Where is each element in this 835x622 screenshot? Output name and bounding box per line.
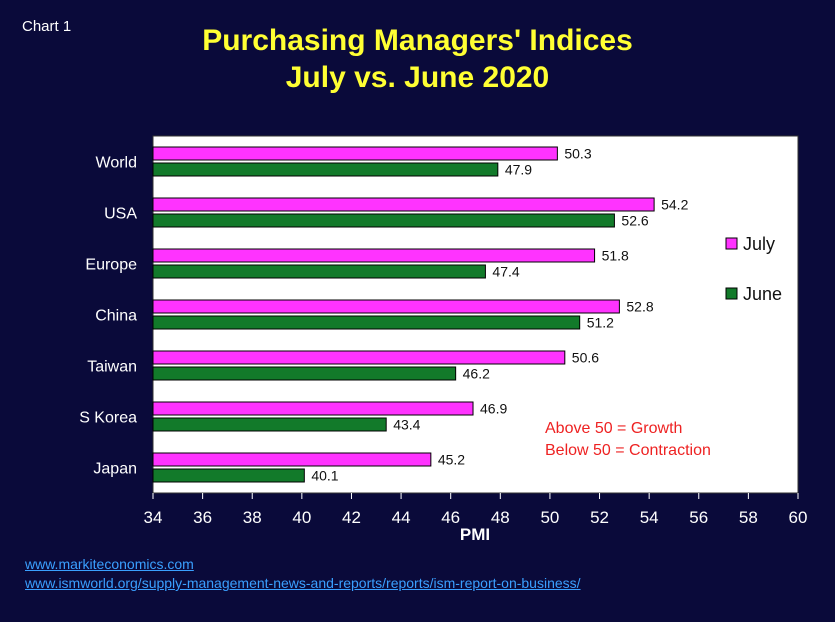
- bar-s-korea-june: [152, 417, 387, 432]
- category-label-japan: Japan: [93, 461, 137, 478]
- value-label-china-july: 52.8: [626, 299, 653, 315]
- x-tick-label-48: 48: [491, 508, 510, 527]
- annotation-growth: Above 50 = Growth: [545, 420, 682, 437]
- category-labels-layer: World USA Europe China Taiwan S Korea Japan: [79, 155, 137, 478]
- bar-china-june: [152, 315, 581, 330]
- legend-swatch-june: [725, 287, 738, 300]
- x-axis: 34 36 38 40 42 44 46 48 50 52 54 56 58 60: [144, 493, 808, 527]
- bar-japan-june: [152, 468, 305, 483]
- bar-europe-june: [152, 264, 486, 279]
- bar-s-korea-july: [152, 401, 474, 416]
- source-link-markit[interactable]: www.markiteconomics.com: [25, 556, 194, 572]
- x-tick-label-34: 34: [144, 508, 163, 527]
- category-label-usa: USA: [104, 206, 137, 223]
- value-label-usa-july: 54.2: [661, 197, 688, 213]
- category-label-taiwan: Taiwan: [87, 359, 137, 376]
- value-label-usa-june: 52.6: [621, 213, 648, 229]
- x-tick-label-42: 42: [342, 508, 361, 527]
- bar-china-july: [152, 299, 620, 314]
- x-tick-label-54: 54: [640, 508, 659, 527]
- value-label-taiwan-june: 46.2: [463, 366, 490, 382]
- x-axis-title: PMI: [460, 525, 490, 544]
- bar-taiwan-june: [152, 366, 457, 381]
- bar-taiwan-july: [152, 350, 566, 365]
- x-tick-label-52: 52: [590, 508, 609, 527]
- value-label-world-july: 50.3: [564, 146, 591, 162]
- chart-title: Purchasing Managers' Indices July vs. Ju…: [0, 22, 835, 96]
- value-label-s-korea-june: 43.4: [393, 417, 420, 433]
- x-tick-label-38: 38: [243, 508, 262, 527]
- x-tick-label-46: 46: [441, 508, 460, 527]
- x-tick-label-56: 56: [689, 508, 708, 527]
- annotation-contraction: Below 50 = Contraction: [545, 442, 711, 459]
- bar-world-july: [152, 146, 558, 161]
- value-label-china-june: 51.2: [587, 315, 614, 331]
- bar-world-june: [152, 162, 499, 177]
- legend-label-june: June: [743, 284, 782, 304]
- value-label-europe-june: 47.4: [492, 264, 519, 280]
- x-tick-label-60: 60: [789, 508, 808, 527]
- value-label-europe-july: 51.8: [602, 248, 629, 264]
- bar-usa-july: [152, 197, 655, 212]
- bar-japan-july: [152, 452, 432, 467]
- annotations: Above 50 = Growth Below 50 = Contraction: [545, 420, 711, 459]
- category-label-europe: Europe: [85, 257, 137, 274]
- bar-usa-june: [152, 213, 615, 228]
- category-label-s-korea: S Korea: [79, 410, 137, 427]
- source-link-ism[interactable]: www.ismworld.org/supply-management-news-…: [25, 575, 581, 591]
- value-label-world-june: 47.9: [505, 162, 532, 178]
- x-tick-label-36: 36: [193, 508, 212, 527]
- x-tick-label-50: 50: [540, 508, 559, 527]
- value-label-s-korea-july: 46.9: [480, 401, 507, 417]
- bars-layer: [152, 146, 655, 483]
- value-label-japan-july: 45.2: [438, 452, 465, 468]
- x-tick-label-40: 40: [292, 508, 311, 527]
- x-tick-label-44: 44: [392, 508, 411, 527]
- x-tick-label-58: 58: [739, 508, 758, 527]
- chart-title-line1: Purchasing Managers' Indices: [202, 24, 633, 57]
- value-label-japan-june: 40.1: [311, 468, 338, 484]
- plot-area: [152, 135, 799, 494]
- chart-title-line2: July vs. June 2020: [285, 61, 550, 94]
- legend-label-july: July: [743, 234, 775, 254]
- category-label-china: China: [95, 308, 137, 325]
- category-label-world: World: [96, 155, 138, 172]
- chart-label: Chart 1: [22, 18, 72, 35]
- bar-europe-july: [152, 248, 596, 263]
- value-labels-layer: 50.3 47.9 54.2 52.6 51.8 47.4 52.8 51.2 50.6 46.2…: [311, 146, 688, 484]
- value-label-taiwan-july: 50.6: [572, 350, 599, 366]
- legend-swatch-july: [725, 237, 738, 250]
- legend: July June: [725, 234, 782, 304]
